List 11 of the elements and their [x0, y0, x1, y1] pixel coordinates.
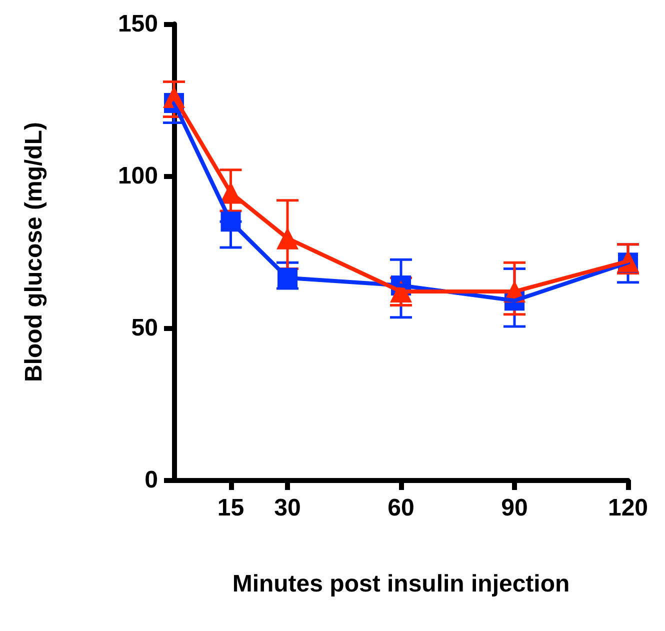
x-tick-label: 30: [274, 494, 301, 522]
x-tick-label: 15: [217, 494, 244, 522]
x-tick-label: 90: [501, 494, 528, 522]
y-tick-label: 100: [118, 162, 158, 190]
x-tick-label: 120: [608, 494, 648, 522]
y-tick-label: 0: [144, 466, 158, 494]
y-axis-title: Blood glucose (mg/dL): [20, 122, 48, 382]
x-tick-label: 60: [388, 494, 414, 522]
y-tick-label: 50: [131, 314, 158, 342]
x-axis-title: Minutes post insulin injection: [232, 570, 570, 598]
y-tick-label: 150: [118, 10, 158, 38]
